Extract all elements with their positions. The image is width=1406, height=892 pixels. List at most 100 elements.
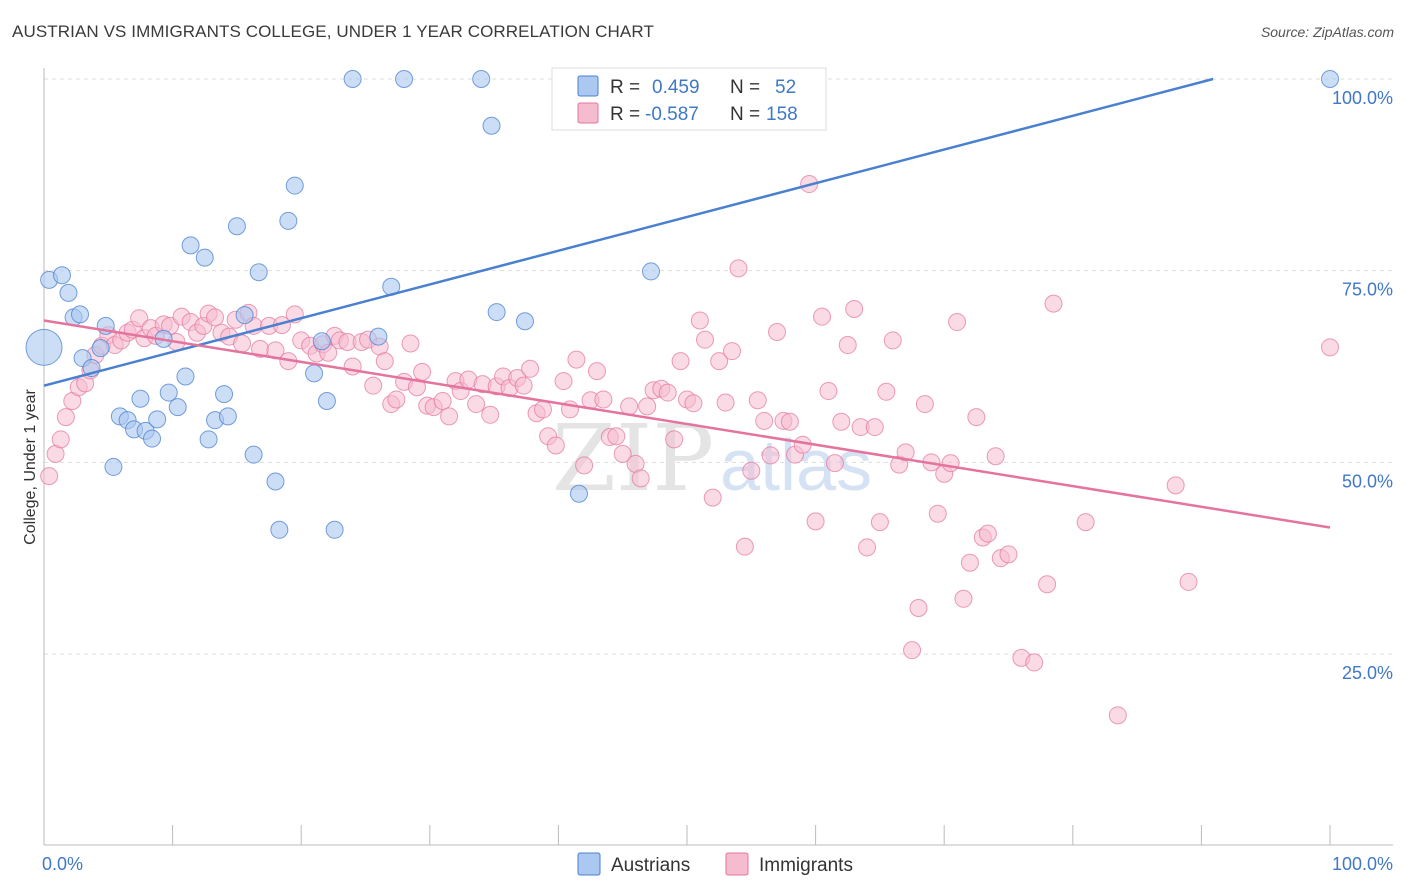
immigrants-point xyxy=(819,382,838,401)
axes xyxy=(43,68,1393,846)
immigrants-r-label: R = xyxy=(610,104,640,125)
immigrants-point xyxy=(620,397,639,416)
immigrants-point xyxy=(729,259,748,278)
immigrants-point xyxy=(638,397,657,416)
immigrants-point xyxy=(364,376,383,395)
immigrants-point xyxy=(575,456,594,475)
immigrants-point xyxy=(1166,476,1185,495)
immigrants-point xyxy=(761,446,780,465)
immigrants-point xyxy=(401,334,420,353)
immigrants-point xyxy=(467,395,486,414)
y-tick-label: 50.0% xyxy=(1342,471,1393,491)
immigrants-point xyxy=(915,395,934,414)
austrians-point xyxy=(312,332,331,351)
legend-immigrants-swatch xyxy=(725,852,749,876)
immigrants-n-label: N = xyxy=(730,104,760,125)
immigrants-point xyxy=(206,308,225,327)
immigrants-point xyxy=(594,390,613,409)
austrians-point xyxy=(199,430,218,449)
immigrants-point xyxy=(825,454,844,473)
y-tick-label: 100.0% xyxy=(1332,88,1393,108)
immigrants-point xyxy=(780,412,799,431)
immigrants-point xyxy=(671,352,690,371)
austrians-point xyxy=(71,305,90,324)
immigrants-trend-line xyxy=(43,319,1331,529)
austrians-point xyxy=(91,339,110,358)
immigrants-point xyxy=(716,393,735,412)
immigrants-point xyxy=(941,454,960,473)
immigrants-point xyxy=(554,372,573,391)
y-tick-label: 25.0% xyxy=(1342,663,1393,683)
austrians-point xyxy=(25,328,63,366)
trend-lines xyxy=(43,77,1331,529)
y-tick-labels: 25.0% 50.0% 75.0% 100.0% xyxy=(1332,88,1393,683)
immigrants-point xyxy=(387,390,406,409)
austrians-r-value: 0.459 xyxy=(652,77,700,98)
austrians-point xyxy=(266,472,285,491)
immigrants-point xyxy=(375,352,394,371)
immigrants-point xyxy=(56,408,75,427)
austrians-point xyxy=(249,263,268,282)
immigrants-point xyxy=(613,444,632,463)
austrians-point xyxy=(59,283,78,302)
immigrants-swatch xyxy=(577,102,599,124)
immigrants-point xyxy=(838,336,857,355)
immigrants-point xyxy=(696,330,715,349)
immigrants-point xyxy=(684,394,703,413)
immigrants-point xyxy=(967,408,986,427)
immigrants-point xyxy=(999,545,1018,564)
austrians-point xyxy=(325,520,344,539)
immigrants-point xyxy=(813,307,832,326)
austrians-trend-line xyxy=(43,77,1214,387)
austrians-point xyxy=(369,327,388,346)
immigrants-point xyxy=(954,589,973,608)
austrians-points xyxy=(25,70,1339,539)
immigrants-point xyxy=(607,427,626,446)
immigrants-point xyxy=(742,461,761,480)
immigrants-point xyxy=(768,323,787,341)
austrians-n-value: 52 xyxy=(775,77,796,98)
immigrants-point xyxy=(865,418,884,437)
austrians-point xyxy=(143,429,162,448)
x-tick-label-max: 100.0% xyxy=(1332,854,1393,874)
austrians-point xyxy=(285,176,304,195)
austrians-point xyxy=(53,266,72,285)
immigrants-point xyxy=(896,443,915,462)
immigrants-point xyxy=(1321,338,1339,357)
legend-austrians-swatch xyxy=(577,852,601,876)
austrians-point xyxy=(279,211,298,230)
y-axis-title: College, Under 1 year xyxy=(22,389,39,545)
immigrants-point xyxy=(533,400,552,419)
austrians-point xyxy=(343,70,362,88)
austrians-point xyxy=(195,248,214,267)
immigrants-point xyxy=(413,362,432,381)
immigrants-point xyxy=(960,553,979,572)
austrians-point xyxy=(1321,70,1339,88)
stats-legend: R = 0.459 N = 52 R = -0.587 N = 158 xyxy=(551,67,827,131)
immigrants-point xyxy=(521,359,540,378)
austrians-point xyxy=(159,383,178,402)
austrians-point xyxy=(305,364,324,383)
immigrants-point xyxy=(948,313,967,332)
immigrants-point xyxy=(514,376,533,395)
immigrants-point xyxy=(587,362,606,381)
austrians-point xyxy=(181,236,200,255)
immigrants-point xyxy=(1076,513,1095,532)
austrians-point xyxy=(215,385,234,404)
austrians-swatch xyxy=(577,75,599,97)
immigrants-point xyxy=(546,436,565,455)
austrians-point xyxy=(515,312,534,331)
austrians-point xyxy=(131,389,150,408)
watermark-atlas: atlas xyxy=(720,426,872,506)
immigrants-point xyxy=(433,392,452,410)
immigrants-point xyxy=(928,504,947,523)
austrians-r-label: R = xyxy=(610,77,640,98)
immigrants-point xyxy=(481,405,500,424)
immigrants-point xyxy=(1179,572,1198,591)
immigrants-point xyxy=(909,599,928,617)
immigrants-point xyxy=(755,411,774,430)
austrians-point xyxy=(569,484,588,503)
immigrants-n-value: 158 xyxy=(766,104,798,125)
legend-immigrants-label: Immigrants xyxy=(759,855,853,876)
